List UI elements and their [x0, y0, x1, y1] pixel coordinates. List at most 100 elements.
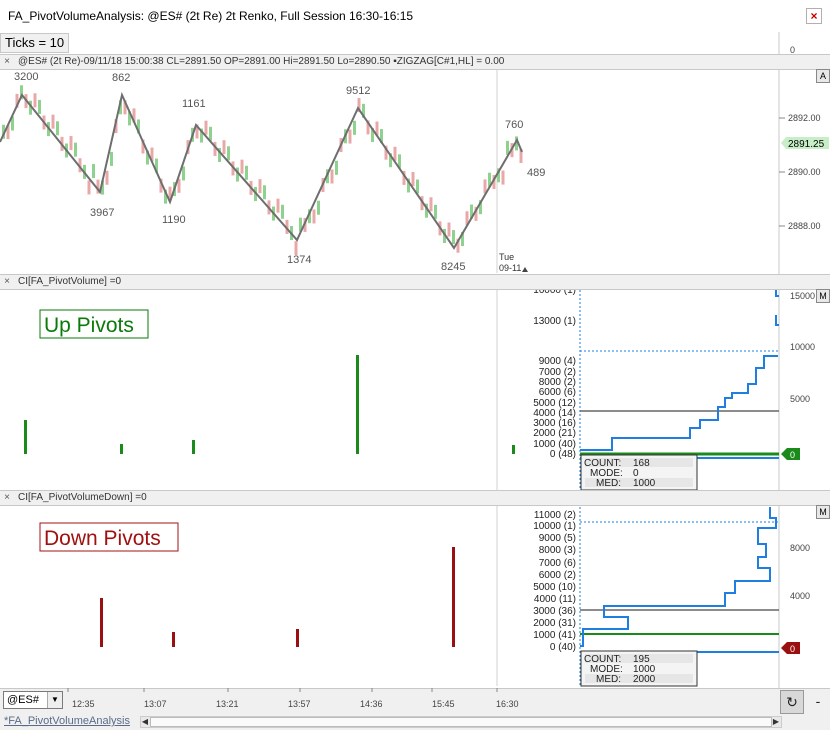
renko-bar [177, 178, 181, 193]
window-title: FA_PivotVolumeAnalysis: @ES# (2t Re) 2t … [8, 9, 414, 23]
renko-bar [132, 108, 136, 123]
axis-label: 10000 [790, 342, 815, 352]
renko-bar [128, 111, 131, 126]
hist-label: 1000 (41) [533, 630, 576, 641]
renko-bar [465, 211, 469, 226]
down-cumulative-line [580, 507, 777, 647]
up-pivot-bars [24, 355, 515, 454]
up-pivot-bar [120, 444, 123, 454]
renko-bar [393, 146, 397, 161]
up-pivot-bar [192, 440, 195, 454]
close-pane-icon[interactable]: × [4, 276, 10, 287]
renko-bar [150, 147, 154, 162]
renko-bar [348, 129, 352, 144]
renko-bar [105, 170, 109, 185]
hist-label: 8000 (3) [539, 545, 576, 556]
stat-count: 168 [633, 458, 650, 469]
renko-bar [200, 128, 203, 143]
renko-bar [168, 186, 172, 201]
renko-bar [119, 100, 122, 115]
renko-bar [110, 151, 113, 166]
time-label: 14:36 [360, 699, 383, 709]
axis-label: 0 [790, 45, 795, 55]
renko-bar [29, 100, 32, 115]
up-pivot-bar [356, 355, 359, 454]
renko-bar [371, 127, 374, 142]
stat-mode-label: MODE: [590, 468, 623, 479]
up-pane-corner[interactable]: M [816, 289, 830, 303]
renko-bar [470, 204, 473, 219]
time-label: 16:30 [496, 699, 519, 709]
ticks-label[interactable]: Ticks = 10 [0, 33, 70, 53]
renko-bar [222, 140, 226, 155]
close-button[interactable]: × [806, 8, 822, 24]
pivot-label: 3967 [90, 207, 114, 219]
renko-bar [420, 196, 424, 211]
renko-bar [380, 129, 383, 144]
symbol-select[interactable]: @ES# ▼ [3, 691, 63, 709]
renko-bar [285, 219, 289, 234]
hist-label: 3000 (36) [533, 606, 576, 617]
renko-bar [114, 119, 118, 134]
renko-bar [56, 121, 59, 136]
renko-bar [74, 142, 77, 157]
close-pane-icon[interactable]: × [4, 492, 10, 503]
hist-label: 1000 (40) [533, 439, 576, 450]
renko-bar [227, 146, 230, 161]
stat-count: 195 [633, 654, 650, 665]
last-price-badge [781, 137, 829, 149]
renko-bar [407, 178, 410, 193]
down-pivots-title: Down Pivots [44, 527, 161, 550]
stat-count-label: COUNT: [584, 654, 621, 665]
renko-bar [218, 148, 221, 163]
stat-mode-label: MODE: [590, 664, 623, 675]
stat-mode: 0 [633, 468, 639, 479]
close-pane-icon[interactable]: × [4, 56, 10, 67]
pivot-label: 1161 [182, 98, 206, 110]
renko-bar [159, 178, 163, 193]
price-pane-title: @ES# (2t Re)-09/11/18 15:00:38 CL=2891.5… [18, 56, 505, 67]
scroll-right-icon[interactable]: ▶ [772, 717, 780, 726]
workspace-tab[interactable]: *FA_PivotVolumeAnalysis [4, 715, 130, 727]
renko-bar [263, 185, 266, 200]
renko-bar [33, 93, 37, 108]
hist-label: 6000 (6) [539, 387, 576, 398]
axis-label: 5000 [790, 394, 810, 404]
minus-button[interactable]: - [815, 693, 821, 709]
axis-label: 2890.00 [788, 167, 821, 177]
down-pivot-bars [100, 547, 455, 647]
price-pane-header: × @ES# (2t Re)-09/11/18 15:00:38 CL=2891… [0, 54, 830, 70]
down-pane-corner[interactable]: M [816, 505, 830, 519]
stat-mode: 1000 [633, 664, 656, 675]
pivot-label: 8245 [441, 261, 465, 273]
chevron-down-icon[interactable]: ▼ [47, 692, 62, 708]
down-zero-badge [781, 642, 800, 654]
down-pivot-bar [452, 547, 455, 647]
zigzag-line [0, 91, 523, 250]
renko-bar [416, 179, 419, 194]
renko-bar [375, 121, 379, 136]
stat-med: 1000 [633, 478, 656, 489]
pivot-label: 3200 [14, 71, 38, 83]
time-label: 13:57 [288, 699, 311, 709]
pivot-label: 1374 [287, 254, 311, 266]
hist-label: 5000 (12) [533, 398, 576, 409]
renko-bar [213, 141, 217, 156]
renko-bar [96, 179, 100, 194]
renko-bar [411, 172, 415, 187]
last-price: 2891.25 [788, 139, 825, 150]
renko-bar [155, 158, 158, 173]
refresh-button[interactable]: ↻ [780, 690, 804, 714]
price-pane-corner[interactable]: A [816, 69, 830, 83]
down-pivot-bar [172, 632, 175, 647]
up-pivot-bar [24, 420, 27, 454]
renko-bar [402, 170, 406, 185]
scroll-left-icon[interactable]: ◀ [141, 717, 149, 726]
renko-bar [366, 120, 370, 135]
scrollbar-thumb[interactable] [150, 717, 772, 727]
down-pivot-bar [100, 598, 103, 647]
renko-bar [483, 179, 487, 194]
renko-bar [515, 136, 518, 151]
price-pane: 3200 3967 862 1190 1161 1374 9512 8245 7… [0, 45, 829, 273]
